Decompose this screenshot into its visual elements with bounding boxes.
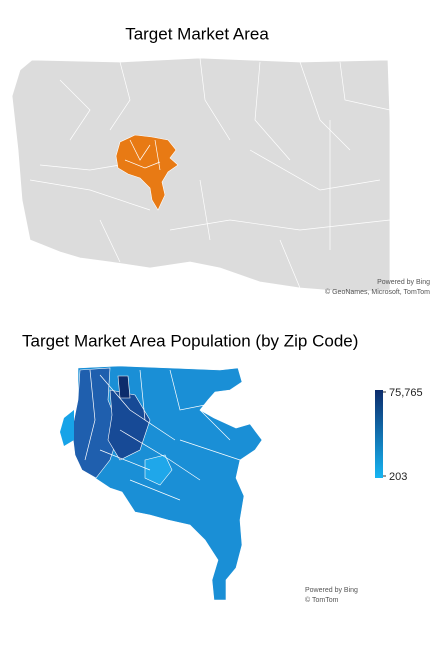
legend-label: 75,765	[389, 387, 423, 399]
population-map	[60, 365, 263, 601]
legend-label: 203	[389, 471, 407, 483]
attribution: © GeoNames, Microsoft, TomTom	[325, 288, 430, 296]
state-map	[11, 57, 391, 293]
attribution: Powered by Bing	[377, 279, 430, 286]
map-title: Target Market Area Population (by Zip Co…	[22, 331, 358, 350]
color-scale	[375, 390, 383, 478]
map-title: Target Market Area	[125, 24, 269, 43]
legend: 75,765 203	[383, 387, 423, 483]
attribution: Powered by Bing	[305, 587, 358, 594]
attribution: © TomTom	[305, 596, 339, 604]
